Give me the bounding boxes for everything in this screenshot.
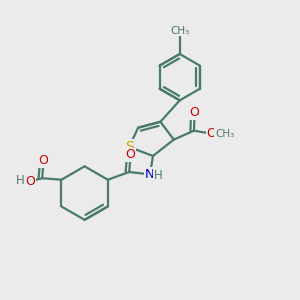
Text: H: H <box>16 174 25 187</box>
Text: H: H <box>154 169 163 182</box>
Text: O: O <box>25 175 35 188</box>
Text: O: O <box>39 154 49 167</box>
Text: O: O <box>190 106 200 119</box>
Text: N: N <box>145 168 155 181</box>
Text: S: S <box>125 140 134 154</box>
Text: O: O <box>206 127 216 140</box>
Text: CH₃: CH₃ <box>170 26 189 36</box>
Text: O: O <box>126 148 136 161</box>
Text: CH₃: CH₃ <box>215 129 234 139</box>
